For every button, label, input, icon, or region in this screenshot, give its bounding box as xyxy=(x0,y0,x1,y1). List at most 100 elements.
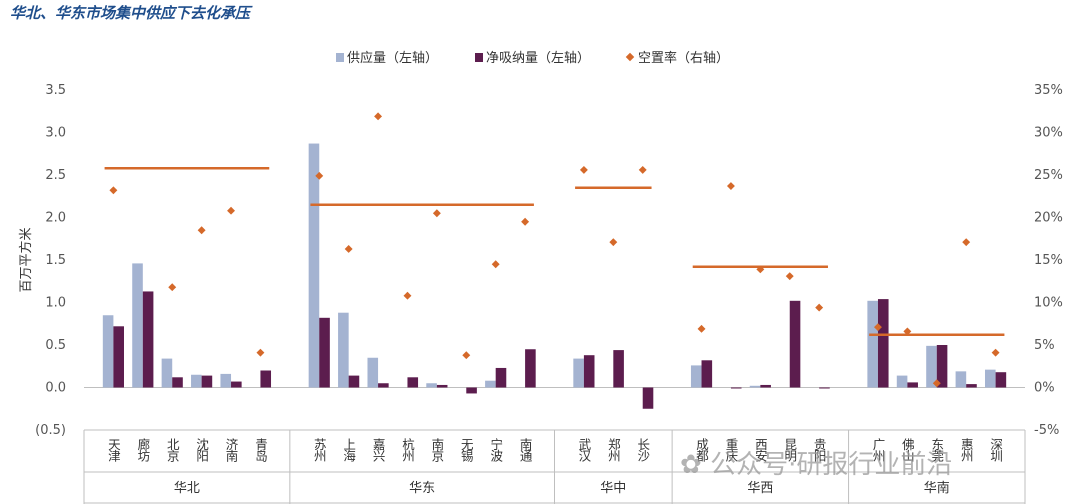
vacancy-marker xyxy=(432,209,441,218)
absorption-bar xyxy=(642,387,654,409)
city-label: 广州 xyxy=(870,438,885,462)
y2-tick-label: 35% xyxy=(1034,83,1063,98)
supply-bar xyxy=(308,143,320,388)
vacancy-marker xyxy=(374,112,383,121)
city-label: 沈阳 xyxy=(194,437,209,462)
absorption-bar xyxy=(407,377,419,388)
absorption-bar xyxy=(995,372,1007,388)
y-tick-label: 1.5 xyxy=(45,253,66,268)
vacancy-marker xyxy=(344,244,353,253)
city-label: 无锡 xyxy=(459,438,474,463)
supply-bar xyxy=(573,358,584,388)
y2-tick-label: -5% xyxy=(1034,423,1059,438)
supply-bar xyxy=(749,385,761,388)
supply-bar xyxy=(867,300,878,388)
absorption-bar xyxy=(495,367,507,388)
y-tick-label: 3.5 xyxy=(45,83,66,98)
vacancy-marker xyxy=(697,324,706,333)
vacancy-marker xyxy=(462,351,471,360)
absorption-bar xyxy=(583,355,595,388)
y-tick-label: 3.0 xyxy=(45,126,66,141)
city-label: 昆明 xyxy=(782,438,797,463)
absorption-bar xyxy=(936,345,948,388)
supply-bar xyxy=(426,383,437,388)
vacancy-marker xyxy=(609,238,618,247)
absorption-bar xyxy=(789,300,801,388)
vacancy-marker xyxy=(403,291,412,300)
vacancy-marker xyxy=(962,238,971,247)
city-label: 成都 xyxy=(694,438,709,462)
vacancy-marker xyxy=(726,182,735,191)
city-label: 南京 xyxy=(429,437,444,463)
vacancy-marker xyxy=(197,226,206,235)
y-tick-label: 0.5 xyxy=(45,338,66,353)
supply-bar xyxy=(985,369,996,388)
city-label: 宁波 xyxy=(488,437,503,463)
absorption-bar xyxy=(113,326,124,388)
vacancy-marker xyxy=(638,165,647,174)
supply-bar xyxy=(102,315,114,388)
group-label: 华北 xyxy=(174,481,200,496)
supply-bar xyxy=(896,375,908,388)
city-label: 郑州 xyxy=(606,437,621,462)
city-label: 济南 xyxy=(224,437,239,462)
group-label: 华西 xyxy=(747,481,773,496)
vacancy-marker xyxy=(315,171,324,180)
group-label: 华中 xyxy=(600,481,626,496)
supply-bar xyxy=(690,365,702,388)
city-label: 深圳 xyxy=(988,438,1003,462)
y2-tick-label: 25% xyxy=(1034,168,1063,183)
city-label: 佛山 xyxy=(900,438,915,462)
watermark-text: 公众号·研报行业前沿 xyxy=(710,450,953,480)
absorption-bar xyxy=(966,384,977,388)
supply-bar xyxy=(485,380,496,388)
supply-bar xyxy=(191,374,202,388)
supply-bar xyxy=(955,371,967,388)
city-label: 西安 xyxy=(753,438,768,462)
absorption-bar xyxy=(525,349,536,388)
legend-swatch-absorption xyxy=(475,53,483,62)
supply-bar xyxy=(132,263,143,388)
city-label: 青岛 xyxy=(253,438,268,463)
legend-label-absorption: 净吸纳量（左轴） xyxy=(486,51,590,66)
chart-title: 华北、华东市场集中供应下去化承压 xyxy=(10,4,251,22)
vacancy-marker xyxy=(168,283,177,292)
absorption-bar xyxy=(172,377,183,388)
absorption-bar xyxy=(730,387,742,389)
vacancy-marker xyxy=(109,186,118,195)
city-label: 贵阳 xyxy=(812,438,827,462)
y-tick-label: 2.5 xyxy=(45,168,66,183)
y2-tick-label: 0% xyxy=(1034,381,1055,396)
vacancy-marker xyxy=(815,303,824,312)
city-label: 北京 xyxy=(165,438,180,463)
y-tick-label: 2.0 xyxy=(45,211,66,226)
group-label: 华东 xyxy=(409,481,435,496)
y2-tick-label: 5% xyxy=(1034,338,1055,353)
absorption-bar xyxy=(701,360,713,388)
vacancy-marker xyxy=(579,165,588,174)
vacancy-marker xyxy=(785,272,794,281)
watermark: ✿ 公众号·研报行业前沿 xyxy=(680,444,952,481)
vacancy-marker xyxy=(256,348,265,357)
supply-bar xyxy=(926,345,937,388)
absorption-bar xyxy=(319,317,330,388)
supply-bar xyxy=(338,312,349,388)
y-axis-label: 百万平方米 xyxy=(18,227,34,292)
legend-swatch-supply xyxy=(336,53,344,62)
absorption-bar xyxy=(613,350,624,388)
supply-bar xyxy=(161,358,173,388)
legend-label-vacancy: 空置率（右轴） xyxy=(638,50,729,66)
absorption-bar xyxy=(907,382,918,388)
y2-tick-label: 30% xyxy=(1034,126,1063,141)
supply-bar xyxy=(220,373,232,388)
absorption-bar xyxy=(260,370,272,388)
y-tick-label: (0.5) xyxy=(35,423,66,438)
city-label: 上海 xyxy=(341,438,356,462)
absorption-bar xyxy=(231,381,242,388)
vacancy-marker xyxy=(521,217,530,226)
y2-tick-label: 20% xyxy=(1034,211,1063,226)
city-label: 嘉兴 xyxy=(371,438,386,462)
city-label: 廊坊 xyxy=(135,437,150,462)
